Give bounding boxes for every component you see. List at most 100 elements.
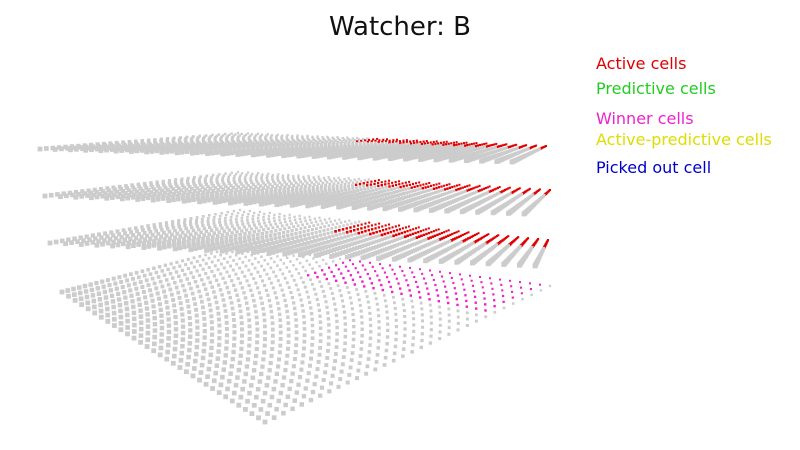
winner-cell [470,279,473,282]
inactive-cell [307,150,312,155]
active-cell [485,234,488,237]
inactive-cell [166,336,171,341]
inactive-cell [348,219,351,222]
inactive-cell [53,239,59,245]
active-cell [374,227,377,230]
inactive-cell [339,199,344,204]
inactive-cell [401,196,405,200]
inactive-cell [72,236,77,241]
inactive-cell [214,193,219,198]
active-cell [451,186,454,189]
inactive-cell [230,242,235,247]
active-cell [386,138,388,141]
inactive-cell [118,314,124,320]
inactive-cell [325,305,329,309]
inactive-cell [362,141,366,144]
inactive-cell [342,231,346,235]
inactive-cell [314,247,319,253]
active-cell [472,187,475,190]
inactive-cell [292,139,295,142]
inactive-cell [209,228,214,232]
active-cell [386,231,390,235]
inactive-cell [335,319,339,324]
inactive-cell [260,143,265,148]
active-cell [367,229,370,232]
inactive-cell [235,230,239,234]
inactive-cell [381,148,385,153]
inactive-cell [285,136,288,140]
inactive-cell [192,246,198,251]
inactive-cell [297,375,303,380]
active-cell [537,189,540,192]
inactive-cell [299,298,303,302]
inactive-cell [291,186,295,191]
inactive-cell [414,196,418,201]
inactive-cell [165,187,170,192]
active-cell [481,143,484,146]
inactive-cell [225,243,231,248]
inactive-cell [129,230,133,235]
inactive-cell [256,236,260,241]
inactive-cell [339,183,343,187]
inactive-cell [260,235,264,240]
inactive-cell [374,239,379,244]
active-cell [508,145,511,148]
inactive-cell [126,193,132,198]
inactive-cell [125,331,130,337]
inactive-cell [454,146,458,150]
inactive-cell [247,390,252,396]
inactive-cell [314,374,319,379]
inactive-cell [216,390,222,395]
inactive-cell [220,233,225,237]
inactive-cell [61,191,66,196]
inactive-cell [382,293,386,297]
active-cell [440,141,443,144]
inactive-cell [407,190,411,194]
inactive-cell [327,282,331,285]
inactive-cell [218,214,222,218]
inactive-cell [385,252,390,258]
inactive-cell [461,190,465,194]
active-cell [529,146,533,149]
inactive-cell [200,355,206,361]
inactive-cell [180,143,185,147]
inactive-cell [251,193,256,198]
inactive-cell [176,196,181,202]
inactive-cell [316,190,320,195]
winner-cell [391,268,394,271]
inactive-cell [362,147,366,151]
inactive-cell [119,196,125,202]
inactive-cell [447,190,451,194]
inactive-cell [317,352,322,357]
inactive-cell [318,216,321,219]
inactive-cell [268,304,273,308]
inactive-cell [244,151,249,156]
inactive-cell [377,238,382,243]
inactive-cell [270,199,275,204]
active-cell [402,141,405,144]
inactive-cell [234,133,237,136]
inactive-cell [342,155,347,160]
inactive-cell [379,197,384,202]
winner-cell [428,298,431,301]
inactive-cell [426,193,430,197]
inactive-cell [207,359,213,365]
winner-cell [389,264,391,267]
inactive-cell [216,188,221,192]
winner-cell [369,261,371,264]
inactive-cell [395,190,399,194]
inactive-cell [285,353,290,358]
inactive-cell [281,234,286,239]
active-cell [483,143,486,146]
inactive-cell [385,205,390,211]
active-cell [428,182,431,184]
inactive-cell [240,219,244,223]
inactive-cell [224,132,227,136]
active-cell [437,142,440,145]
inactive-cell [269,257,273,260]
inactive-cell [313,253,319,258]
inactive-cell [252,150,257,155]
inactive-cell [274,202,280,208]
inactive-cell [398,197,403,201]
